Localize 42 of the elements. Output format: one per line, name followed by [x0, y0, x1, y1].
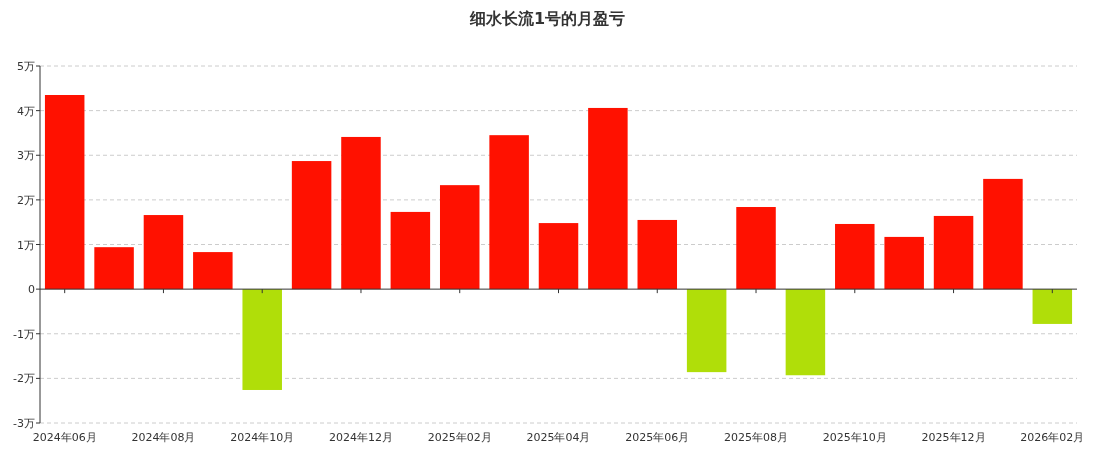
bar: [736, 207, 776, 290]
x-tick-label: 2025年10月: [822, 431, 887, 444]
y-tick-label: -3万: [13, 417, 35, 430]
bar: [884, 236, 924, 290]
y-tick-label: 5万: [17, 60, 35, 73]
bar: [1032, 289, 1073, 324]
chart-title: 细水长流1号的月盈亏: [468, 9, 626, 28]
x-tick-label: 2024年08月: [131, 431, 196, 444]
y-tick-label: 3万: [17, 149, 35, 163]
bar: [983, 178, 1023, 290]
bar: [193, 252, 233, 290]
x-tick-label: 2025年04月: [526, 431, 591, 444]
bar: [538, 223, 579, 290]
bar: [242, 289, 282, 390]
bar: [341, 136, 381, 290]
bar: [44, 95, 85, 290]
x-tick-label: 2024年12月: [328, 431, 393, 444]
bar: [94, 247, 134, 290]
bar: [588, 107, 628, 290]
y-tick-label: -1万: [13, 327, 35, 341]
y-tick-label: 1万: [17, 238, 35, 252]
bar: [686, 289, 727, 373]
bar: [785, 289, 826, 376]
bar: [439, 185, 480, 290]
x-tick-label: 2025年06月: [625, 431, 690, 444]
y-tick-label: 4万: [17, 104, 35, 118]
y-tick-label: -2万: [13, 372, 35, 386]
x-tick-label: 2024年10月: [230, 431, 295, 444]
bar: [637, 219, 678, 290]
x-tick-label: 2026年02月: [1020, 431, 1085, 444]
bar: [291, 161, 332, 290]
bar: [489, 135, 529, 290]
y-tick-label: 0: [28, 283, 35, 297]
bar: [390, 211, 431, 290]
x-tick-label: 2024年06月: [32, 431, 97, 444]
bar: [933, 215, 974, 290]
bar: [143, 215, 184, 290]
x-tick-label: 2025年12月: [921, 431, 986, 444]
y-tick-label: 2万: [17, 193, 35, 207]
x-tick-label: 2025年02月: [427, 431, 492, 444]
x-tick-label: 2025年08月: [724, 431, 789, 444]
bar: [835, 223, 875, 290]
